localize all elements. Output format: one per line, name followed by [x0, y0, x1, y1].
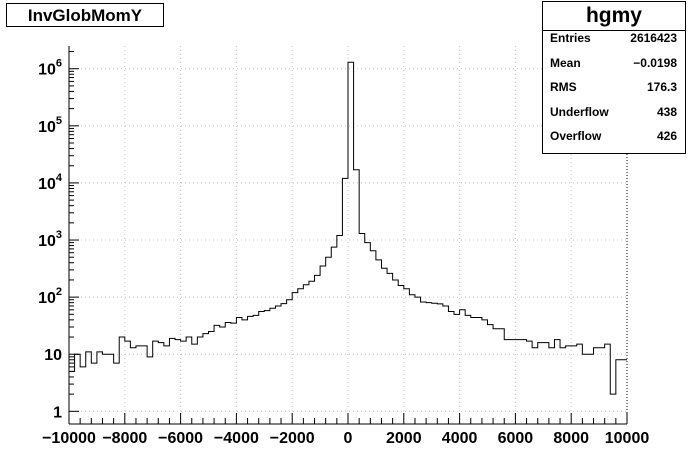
stats-row-rms: RMS 176.3 — [543, 80, 685, 105]
x-tick-label: −6000 — [158, 430, 203, 447]
x-tick-label: 2000 — [386, 430, 422, 447]
x-tick-label: −2000 — [270, 430, 315, 447]
x-axis-ticks: −10000 −8000 −6000 −4000 −2000 0 2000 4000 6000 8… — [42, 413, 649, 447]
y-tick-label: 10 — [44, 347, 62, 364]
x-tick-label: 6000 — [498, 430, 534, 447]
stats-name: hgmy — [543, 2, 685, 31]
stats-value: 426 — [656, 129, 677, 144]
y-tick-label: 106 — [38, 58, 62, 79]
stats-value: −0.0198 — [633, 55, 677, 70]
stats-value: 2616423 — [630, 31, 677, 45]
x-tick-label: 8000 — [553, 430, 589, 447]
x-tick-label: 0 — [344, 430, 353, 447]
y-tick-label: 105 — [38, 115, 62, 136]
x-tick-label: 10000 — [605, 430, 650, 447]
stats-value: 438 — [656, 104, 677, 119]
y-tick-label: 102 — [38, 286, 62, 307]
stats-label: Entries — [550, 31, 591, 45]
stats-row-entries: Entries 2616423 — [543, 31, 685, 56]
stats-box: hgmy Entries 2616423 Mean −0.0198 RMS 176.3… — [542, 1, 686, 154]
stats-label: Overflow — [550, 129, 602, 144]
stats-row-underflow: Underflow 438 — [543, 105, 685, 130]
y-tick-label: 104 — [38, 172, 63, 193]
stats-value: 176.3 — [646, 80, 677, 95]
y-tick-label: 1 — [53, 404, 62, 421]
grid-lines — [69, 46, 627, 424]
stats-label: RMS — [550, 80, 577, 95]
y-axis-ticks: 1 10 102 103 104 105 106 — [38, 51, 79, 421]
x-tick-label: 4000 — [442, 430, 478, 447]
x-tick-label: −8000 — [102, 430, 147, 447]
stats-row-mean: Mean −0.0198 — [543, 56, 685, 81]
stats-label: Mean — [550, 55, 581, 70]
x-tick-label: −4000 — [214, 430, 259, 447]
histogram-outline — [69, 61, 627, 395]
x-tick-label: −10000 — [42, 430, 96, 447]
histogram-title: InvGlobMomY — [6, 3, 164, 27]
y-tick-label: 103 — [38, 229, 62, 250]
stats-row-overflow: Overflow 426 — [543, 129, 685, 154]
stats-label: Underflow — [550, 104, 609, 119]
